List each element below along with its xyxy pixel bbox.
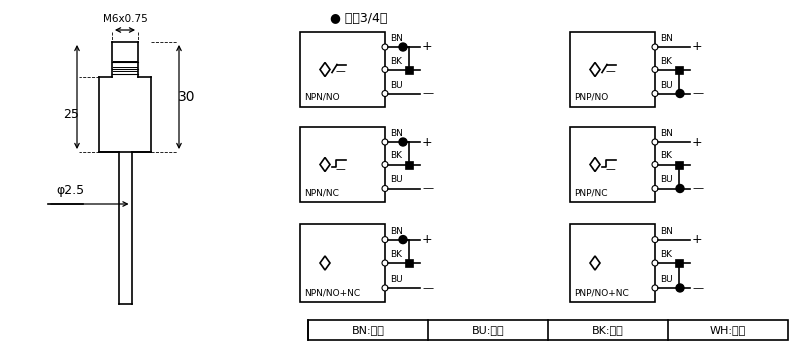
Text: 25: 25 <box>63 108 79 121</box>
Polygon shape <box>590 157 600 171</box>
Text: M6x0.75: M6x0.75 <box>102 14 147 24</box>
Circle shape <box>382 44 388 50</box>
Circle shape <box>382 162 388 168</box>
Text: BN: BN <box>660 129 673 138</box>
Circle shape <box>382 186 388 191</box>
Bar <box>570 32 655 107</box>
Text: +: + <box>692 40 702 54</box>
Text: —: — <box>422 283 433 293</box>
Polygon shape <box>590 63 600 76</box>
Circle shape <box>382 260 388 266</box>
Circle shape <box>652 285 658 291</box>
Text: BN: BN <box>660 227 673 235</box>
Text: NPN/NO+NC: NPN/NO+NC <box>304 288 360 297</box>
Text: BU:兰色: BU:兰色 <box>472 325 504 335</box>
Text: NPN/NC: NPN/NC <box>304 188 339 197</box>
Polygon shape <box>320 157 330 171</box>
Circle shape <box>652 260 658 266</box>
Circle shape <box>382 237 388 243</box>
Text: WH:白色: WH:白色 <box>710 325 746 335</box>
Polygon shape <box>320 63 330 76</box>
Text: —: — <box>335 164 345 175</box>
Bar <box>300 224 385 302</box>
Text: PNP/NO: PNP/NO <box>574 93 608 102</box>
Bar <box>405 161 413 169</box>
Text: —: — <box>422 183 433 194</box>
Circle shape <box>399 138 407 146</box>
Circle shape <box>676 89 684 98</box>
Text: BU: BU <box>660 275 673 284</box>
Circle shape <box>399 235 407 244</box>
Text: BK: BK <box>390 151 402 161</box>
Text: —: — <box>335 67 345 76</box>
Circle shape <box>676 184 684 193</box>
Text: +: + <box>422 233 433 246</box>
Bar <box>570 224 655 302</box>
Text: —: — <box>692 283 703 293</box>
Bar <box>675 65 683 74</box>
Circle shape <box>382 285 388 291</box>
Text: BN: BN <box>390 129 403 138</box>
Circle shape <box>652 162 658 168</box>
Text: BU: BU <box>660 176 673 184</box>
Bar <box>300 32 385 107</box>
Circle shape <box>652 237 658 243</box>
Text: +: + <box>422 40 433 54</box>
Text: —: — <box>692 88 703 99</box>
Text: BN:棕色: BN:棕色 <box>351 325 385 335</box>
Text: —: — <box>692 183 703 194</box>
Text: BK: BK <box>390 250 402 259</box>
Circle shape <box>382 90 388 96</box>
Text: BK: BK <box>660 250 672 259</box>
Text: BU: BU <box>660 81 673 89</box>
Bar <box>675 259 683 267</box>
Text: +: + <box>692 136 702 149</box>
Circle shape <box>652 67 658 73</box>
Polygon shape <box>590 256 600 270</box>
Text: BU: BU <box>390 176 402 184</box>
Text: ● 直涁3/4线: ● 直涁3/4线 <box>330 12 387 25</box>
Circle shape <box>652 44 658 50</box>
Text: BU: BU <box>390 275 402 284</box>
Text: PNP/NO+NC: PNP/NO+NC <box>574 288 629 297</box>
Circle shape <box>652 139 658 145</box>
Text: PNP/NC: PNP/NC <box>574 188 607 197</box>
Text: BN: BN <box>390 227 403 235</box>
Text: BN: BN <box>390 34 403 43</box>
Circle shape <box>676 284 684 292</box>
Bar <box>405 259 413 267</box>
Circle shape <box>399 43 407 51</box>
Bar <box>405 65 413 74</box>
Text: +: + <box>692 233 702 246</box>
Text: BN: BN <box>660 34 673 43</box>
Text: 30: 30 <box>178 90 196 104</box>
Text: BU: BU <box>390 81 402 89</box>
Bar <box>570 127 655 202</box>
Text: —: — <box>605 67 615 76</box>
Text: +: + <box>422 136 433 149</box>
Text: φ2.5: φ2.5 <box>56 184 84 197</box>
Circle shape <box>652 90 658 96</box>
Text: BK: BK <box>660 57 672 65</box>
Text: BK: BK <box>660 151 672 161</box>
Bar <box>675 161 683 169</box>
Bar <box>308 320 788 340</box>
Circle shape <box>382 139 388 145</box>
Text: BK:黑色: BK:黑色 <box>592 325 624 335</box>
Text: —: — <box>605 164 615 175</box>
Circle shape <box>382 67 388 73</box>
Polygon shape <box>320 256 330 270</box>
Circle shape <box>652 186 658 191</box>
Text: NPN/NO: NPN/NO <box>304 93 340 102</box>
Text: —: — <box>422 88 433 99</box>
Bar <box>300 127 385 202</box>
Text: BK: BK <box>390 57 402 65</box>
